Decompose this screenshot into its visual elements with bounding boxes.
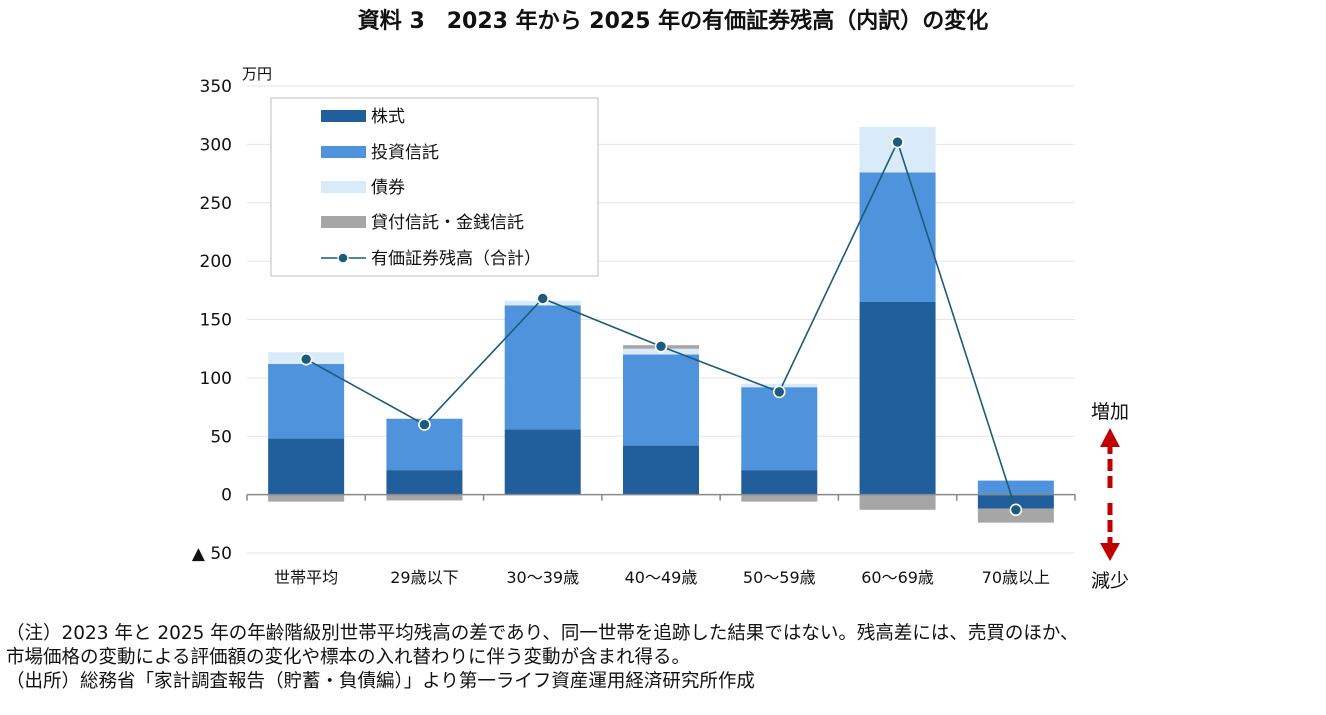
y-tick-label: 350 [200, 77, 232, 97]
category-label: 29歳以下 [390, 568, 458, 587]
total-point [536, 292, 550, 305]
bar-segment [977, 480, 1054, 495]
total-point [1009, 503, 1023, 517]
bar-segment [741, 387, 818, 471]
total-point [299, 352, 313, 366]
note-line-2: 市場価格の変動による評価額の変化や標本の入れ替わりに伴う変動が含まれ得る。 [6, 647, 690, 668]
notes: （注）2023 年と 2025 年の年齢階級別世帯平均残高の差であり、同一世帯を… [6, 622, 1322, 694]
legend-swatch [321, 110, 366, 122]
bar-segment [859, 126, 936, 173]
bar-segment [504, 305, 581, 430]
bar-segment [859, 301, 936, 495]
legend-label: 投資信託 [371, 143, 439, 163]
bar-segment [859, 494, 936, 510]
category-label: 世帯平均 [274, 568, 338, 587]
y-tick-label: 100 [200, 369, 232, 389]
total-point [654, 340, 668, 353]
category-label: 40～49歳 [625, 568, 698, 587]
note-line-1: （注）2023 年と 2025 年の年齢階級別世帯平均残高の差であり、同一世帯を… [6, 623, 1079, 644]
up-arrow-head [1100, 428, 1120, 447]
legend-swatch [321, 181, 366, 193]
bar-segment [741, 383, 818, 388]
legend-label: 有価証券残高（合計） [371, 249, 541, 269]
x-axis-categories: 世帯平均 29歳以下 30～39歳 40～49歳 50～59歳 60～69歳 70歳以上 [274, 568, 1050, 587]
legend-label: 貸付信託・金銭信託 [371, 213, 524, 233]
bar-segment [268, 438, 345, 495]
y-axis-unit: 万円 [242, 65, 272, 83]
bar-segment [741, 470, 818, 495]
direction-arrows: 増加 減少 [1091, 401, 1129, 592]
bar-segment [386, 470, 463, 495]
increase-label: 増加 [1091, 401, 1129, 423]
bars [268, 126, 1054, 523]
bar-segment [623, 445, 699, 495]
bar-segment [268, 363, 345, 439]
decrease-label: 減少 [1091, 570, 1129, 592]
bar-segment [977, 494, 1054, 509]
legend-label: 債券 [371, 178, 405, 198]
legend-swatch [321, 146, 366, 158]
y-tick-label: 200 [200, 252, 232, 272]
total-line [299, 135, 1023, 517]
chart: 資料 3 2023 年から 2025 年の有価証券残高（内訳）の変化 万円 ▲ … [192, 8, 1129, 592]
legend-swatch [321, 216, 366, 228]
total-point [772, 385, 786, 399]
category-label: 50～59歳 [743, 568, 816, 587]
y-tick-label: 150 [200, 311, 232, 331]
bar-segment [504, 429, 581, 495]
category-label: 70歳以上 [982, 568, 1050, 587]
y-tick-label: 0 [221, 486, 232, 506]
source-line: （出所）総務省「家計調査報告（貯蓄・負債編）」より第一ライフ資産運用経済研究所作… [6, 671, 755, 692]
bar-segment [268, 494, 345, 502]
bar-segment [386, 494, 463, 501]
legend-line-marker [337, 252, 349, 264]
y-axis-ticks: ▲ 50 0 50 100 150 200 250 300 350 [192, 77, 232, 564]
legend-label: 株式 [371, 107, 405, 127]
chart-title: 資料 3 2023 年から 2025 年の有価証券残高（内訳）の変化 [358, 8, 988, 34]
bar-segment [859, 172, 936, 302]
down-arrow-head [1100, 543, 1120, 561]
x-axis [246, 493, 1076, 501]
y-tick-label: ▲ 50 [192, 544, 232, 564]
total-point [418, 418, 431, 431]
y-tick-label: 300 [200, 135, 232, 155]
category-label: 30～39歳 [506, 568, 579, 587]
total-point [891, 135, 904, 149]
y-tick-label: 50 [210, 427, 232, 447]
y-tick-label: 250 [200, 194, 232, 214]
category-label: 60～69歳 [861, 568, 934, 587]
bar-segment [741, 494, 818, 502]
bar-segment [623, 354, 699, 446]
